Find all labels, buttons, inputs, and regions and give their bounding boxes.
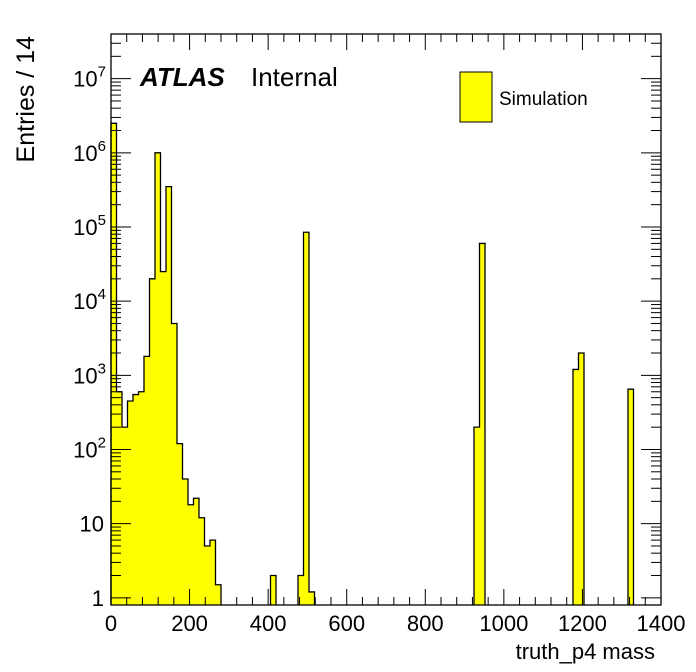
y-tick-label: 104	[73, 286, 106, 314]
y-tick-label: 105	[73, 212, 106, 240]
histogram-bar	[199, 517, 205, 605]
x-tick-label: 1000	[479, 611, 528, 636]
histogram-bar	[149, 278, 155, 605]
histogram-bar	[166, 186, 172, 605]
x-tick-label: 800	[407, 611, 444, 636]
x-tick-label: 1400	[637, 611, 686, 636]
histogram-bar	[188, 504, 194, 605]
histogram-bars	[110, 122, 635, 606]
histogram-bar	[122, 427, 128, 605]
legend-swatch	[459, 71, 493, 123]
histogram-bar	[270, 575, 276, 605]
histogram-bar	[474, 427, 480, 605]
histogram-bar	[309, 591, 315, 605]
histogram-bar	[144, 356, 150, 605]
histogram-bar	[479, 243, 485, 605]
histogram-bar	[628, 389, 634, 605]
legend-entry-simulation: Simulation	[499, 89, 588, 110]
histogram-bar	[204, 545, 210, 605]
histogram-bar	[171, 323, 177, 605]
y-tick-label: 107	[73, 64, 106, 92]
histogram-bar	[193, 498, 199, 605]
histogram-outline	[110, 122, 635, 605]
y-axis-ticks: 1 10 102 103 104 105 106 107	[73, 33, 661, 611]
histogram-bar	[111, 123, 117, 606]
histogram-bar	[303, 232, 309, 605]
x-axis-ticks: 0 200 400 600 800 1000 1200 1400	[105, 34, 686, 636]
x-tick-label: 0	[105, 611, 117, 636]
histogram-bar	[182, 478, 188, 605]
histogram-bar	[160, 271, 166, 605]
histogram-bar	[573, 369, 579, 605]
y-tick-label: 10	[80, 512, 104, 537]
histogram-bar	[116, 391, 122, 605]
x-tick-label: 600	[328, 611, 365, 636]
histogram-bar	[155, 152, 161, 606]
plot-border	[110, 33, 662, 606]
x-tick-label: 400	[250, 611, 287, 636]
y-axis-label: Entries / 14	[12, 36, 40, 163]
x-axis-label: truth_p4 mass	[516, 639, 655, 664]
y-tick-label: 1	[92, 586, 104, 611]
histogram-bar	[210, 540, 216, 605]
legend: Simulation	[459, 71, 588, 123]
y-tick-label: 103	[73, 360, 106, 388]
histogram-bar	[138, 391, 144, 605]
histogram-bar	[298, 575, 304, 605]
histogram-bar	[127, 401, 133, 605]
histogram-bar	[133, 394, 139, 605]
y-tick-label: 106	[73, 138, 106, 166]
x-tick-label: 1200	[558, 611, 607, 636]
atlas-label: ATLAS Internal	[139, 62, 338, 92]
histogram-bar	[578, 352, 584, 605]
histogram-bar	[177, 443, 183, 605]
x-tick-label: 200	[171, 611, 208, 636]
histogram-bar	[215, 584, 221, 605]
atlas-experiment-label: ATLAS	[139, 62, 225, 92]
atlas-status-label: Internal	[251, 62, 338, 92]
plot-frame	[110, 33, 662, 606]
y-tick-label: 102	[73, 434, 106, 462]
